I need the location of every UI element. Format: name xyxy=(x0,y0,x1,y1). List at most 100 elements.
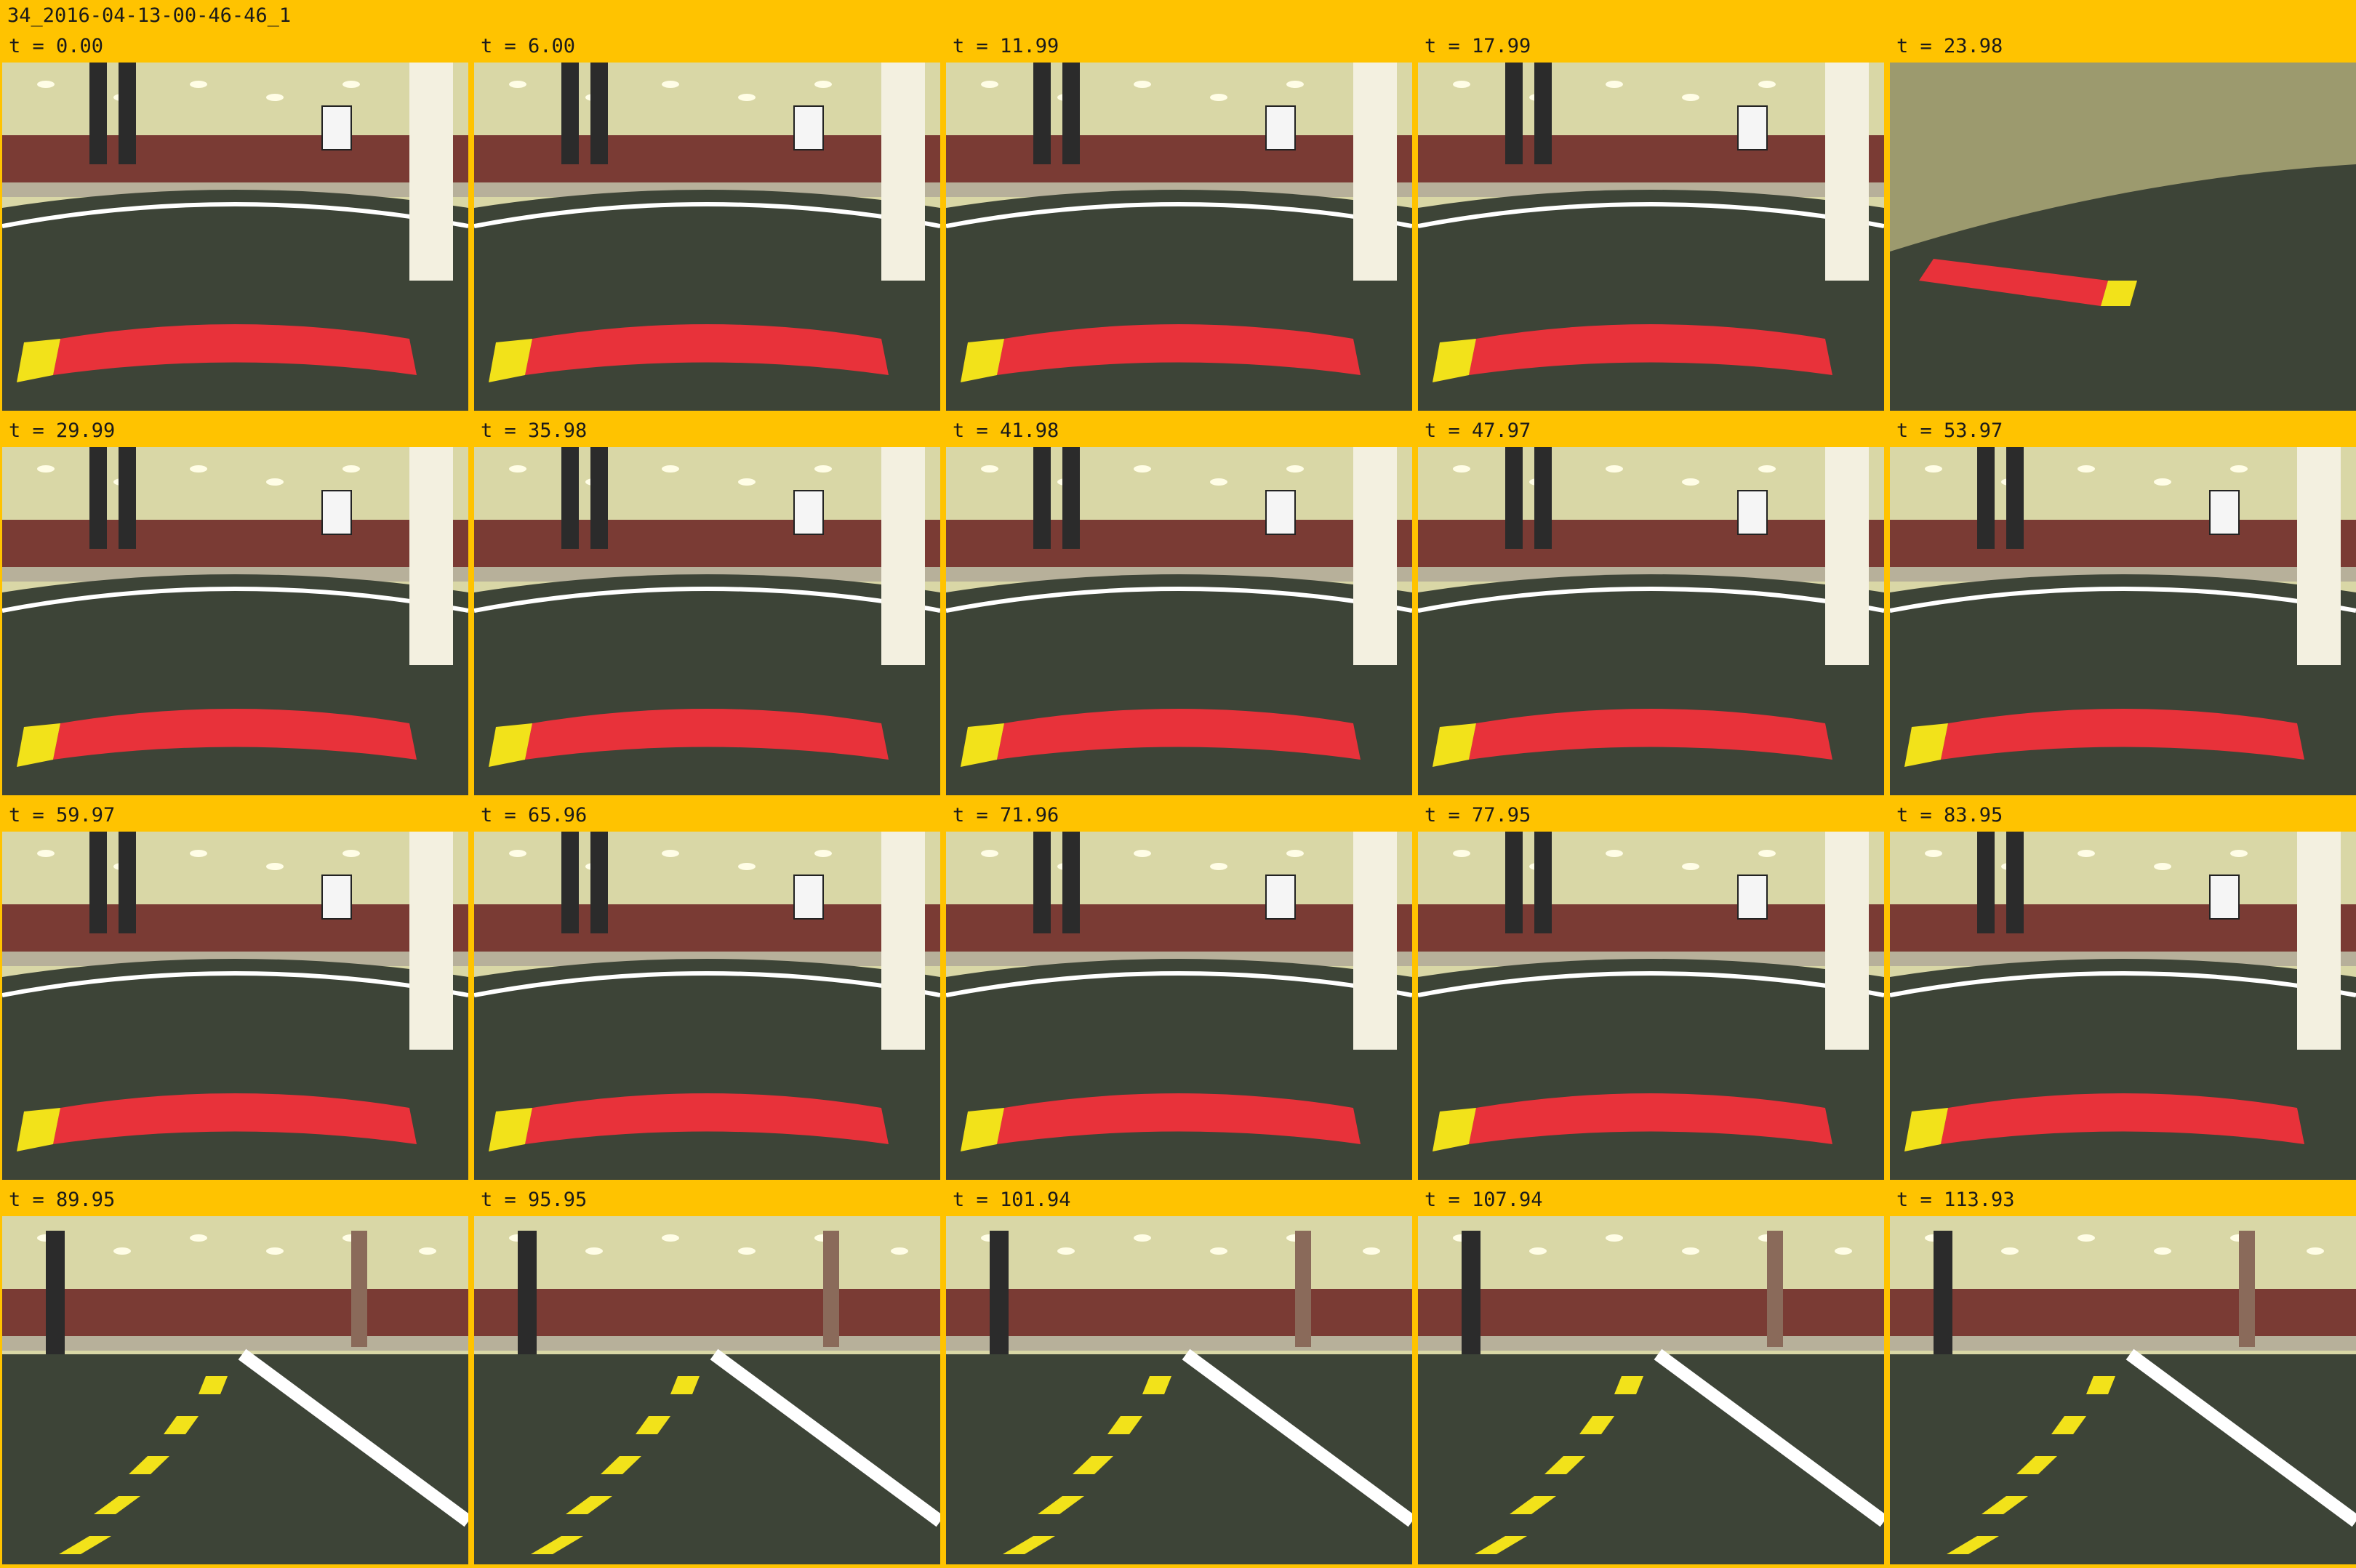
camera-frame xyxy=(1418,63,1884,411)
yellow-lane-dash xyxy=(670,1376,700,1394)
yellow-lane-mark xyxy=(961,723,1004,767)
ceiling-light xyxy=(1134,81,1151,88)
ceiling-light xyxy=(1057,1247,1075,1255)
yellow-lane-dash xyxy=(1475,1536,1527,1554)
yellow-lane-mark xyxy=(961,339,1004,382)
ceiling-light xyxy=(814,81,832,88)
person-leg xyxy=(823,1231,839,1347)
frame-cell: t = 89.95 xyxy=(0,1184,468,1566)
apriltag-sign xyxy=(793,105,824,150)
apriltag-sign xyxy=(321,490,352,535)
person-leg xyxy=(1062,447,1080,549)
red-stop-line xyxy=(525,324,889,375)
frame-cell: t = 71.96 xyxy=(944,800,1412,1181)
ceiling-light xyxy=(1682,478,1699,486)
frame-timestamp: t = 41.98 xyxy=(953,419,1059,442)
yellow-lane-dash xyxy=(129,1456,169,1474)
floor-edge xyxy=(946,567,1412,582)
ceiling-light xyxy=(738,863,756,870)
ceiling-light xyxy=(190,465,207,473)
camera-image xyxy=(1418,1216,1884,1564)
ceiling-light xyxy=(1286,850,1304,857)
apriltag-sign xyxy=(1265,105,1296,150)
frame-timestamp: t = 89.95 xyxy=(9,1189,116,1211)
sign-post xyxy=(1825,832,1869,1050)
stands xyxy=(1418,1289,1884,1340)
camera-frame xyxy=(946,1216,1412,1564)
camera-image xyxy=(1418,447,1884,795)
ceiling-light xyxy=(266,478,284,486)
stands xyxy=(2,135,468,186)
yellow-lane-dash xyxy=(1544,1456,1585,1474)
yellow-lane-mark xyxy=(961,1108,1004,1151)
ceiling-light xyxy=(891,1247,908,1255)
floor-edge xyxy=(946,952,1412,966)
white-edge-line xyxy=(474,587,940,613)
person-leg xyxy=(561,63,579,164)
white-edge-line xyxy=(474,202,940,228)
floor-edge xyxy=(474,182,940,197)
track-mat xyxy=(1418,190,1884,411)
ceiling-light xyxy=(738,94,756,101)
apriltag-sign xyxy=(1737,105,1768,150)
yellow-lane-dash xyxy=(1003,1536,1055,1554)
ceiling-light xyxy=(1758,465,1776,473)
track-mat xyxy=(2,959,468,1180)
yellow-lane-dash xyxy=(1038,1496,1084,1514)
person-leg xyxy=(1295,1231,1311,1347)
sign-post xyxy=(1353,832,1397,1050)
camera-frame xyxy=(1890,63,2356,411)
yellow-lane-dash xyxy=(2016,1456,2057,1474)
ceiling-light xyxy=(1606,850,1623,857)
frame-cell: t = 23.98 xyxy=(1888,31,2356,412)
ceiling-light xyxy=(662,850,679,857)
ceiling-light xyxy=(1286,81,1304,88)
stands xyxy=(1418,520,1884,571)
ceiling-light xyxy=(1529,1247,1547,1255)
person-leg xyxy=(119,832,136,933)
white-edge-line xyxy=(946,202,1412,228)
stands xyxy=(474,135,940,186)
apriltag-sign xyxy=(2209,875,2240,920)
red-stop-line xyxy=(525,709,889,760)
person-leg xyxy=(1062,63,1080,164)
white-edge-line xyxy=(1418,587,1884,613)
camera-image xyxy=(1890,63,2356,411)
ceiling-light xyxy=(1758,850,1776,857)
track-mat xyxy=(2,574,468,795)
white-edge-line xyxy=(710,1348,940,1527)
sign-post xyxy=(1825,63,1869,281)
track-mat xyxy=(946,1354,1412,1564)
white-edge-line xyxy=(946,971,1412,997)
person-leg xyxy=(1033,447,1051,549)
apriltag-sign xyxy=(2209,490,2240,535)
track-mat xyxy=(2,190,468,411)
yellow-lane-mark xyxy=(1433,1108,1476,1151)
white-edge-line xyxy=(474,971,940,997)
frame-cell: t = 29.99 xyxy=(0,415,468,797)
floor-edge xyxy=(1418,567,1884,582)
ceiling-light xyxy=(509,850,526,857)
person-leg xyxy=(119,63,136,164)
person-leg xyxy=(1462,1231,1480,1354)
camera-image xyxy=(946,63,1412,411)
yellow-lane-dash xyxy=(1510,1496,1556,1514)
stands xyxy=(1890,904,2356,955)
red-stop-line xyxy=(1941,709,2304,760)
track-mat xyxy=(474,574,940,795)
person-leg xyxy=(1977,447,1995,549)
track-mat xyxy=(1890,1354,2356,1564)
ceiling-light xyxy=(1286,465,1304,473)
yellow-lane-dash xyxy=(1107,1416,1142,1434)
apriltag-sign xyxy=(793,875,824,920)
person-leg xyxy=(46,1231,65,1354)
camera-image xyxy=(946,447,1412,795)
yellow-lane-dash xyxy=(1947,1536,1999,1554)
frame-timestamp: t = 29.99 xyxy=(9,419,116,442)
red-stop-line xyxy=(997,1093,1361,1144)
white-edge-line xyxy=(1890,971,2356,997)
stands xyxy=(946,135,1412,186)
track-mat xyxy=(1890,959,2356,1180)
red-stop-line xyxy=(53,709,417,760)
ceiling-light xyxy=(1758,81,1776,88)
